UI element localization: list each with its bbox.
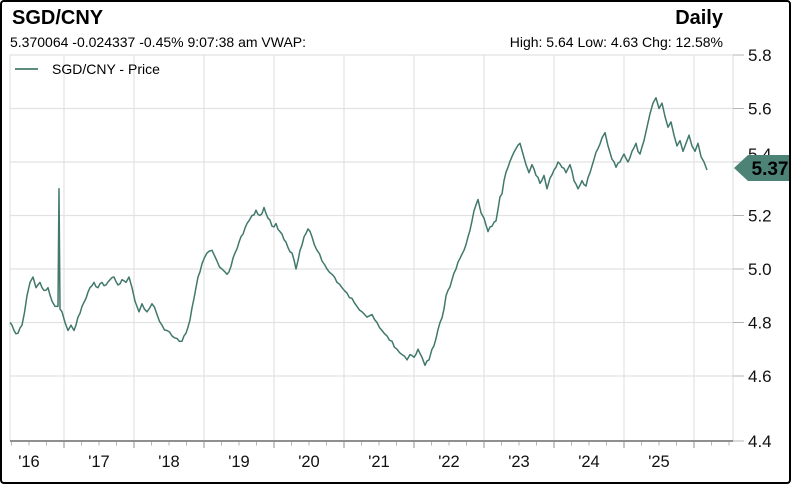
x-axis-label: '18 <box>158 453 180 471</box>
legend-item[interactable]: SGD/CNY - Price <box>15 61 160 77</box>
last-price-tag-value: 5.37 <box>752 159 789 180</box>
x-axis-label: '19 <box>228 453 250 471</box>
x-axis-label: '16 <box>18 453 40 471</box>
price-line <box>9 97 708 367</box>
stats-line: High: 5.64 Low: 4.63 Chg: 12.58% <box>509 34 723 50</box>
y-axis-label: 5.8 <box>748 46 772 65</box>
y-axis-label: 4.4 <box>748 432 772 451</box>
y-axis-label: 5.0 <box>748 260 772 279</box>
y-axis-label: 5.2 <box>748 207 772 226</box>
legend-label: SGD/CNY - Price <box>52 61 160 77</box>
x-axis-label: '24 <box>578 453 600 471</box>
y-axis-label: 4.8 <box>748 314 772 333</box>
y-axis-label: 5.6 <box>748 100 772 119</box>
last-price-tag <box>734 155 789 181</box>
x-axis-label: '21 <box>368 453 390 471</box>
quote-line: 5.370064 -0.024337 -0.45% 9:07:38 am VWA… <box>10 34 307 50</box>
x-axis-label: '25 <box>648 453 670 471</box>
x-axis-label: '23 <box>508 453 530 471</box>
y-axis-label: 4.6 <box>748 367 772 386</box>
page-title: SGD/CNY <box>12 7 104 29</box>
x-axis-label: '22 <box>438 453 460 471</box>
x-axis-label: '20 <box>298 453 320 471</box>
x-axis-label: '17 <box>88 453 110 471</box>
period-label: Daily <box>675 7 723 29</box>
legend-line-swatch <box>15 68 38 70</box>
